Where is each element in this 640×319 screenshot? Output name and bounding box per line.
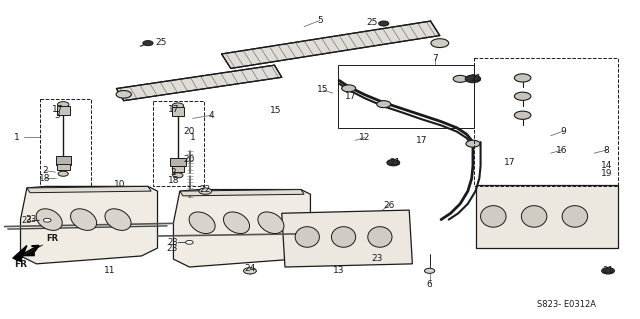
- Text: 2: 2: [171, 168, 176, 177]
- Text: 23—: 23—: [167, 238, 186, 247]
- Text: FR: FR: [14, 260, 27, 269]
- Circle shape: [186, 241, 193, 244]
- Circle shape: [116, 91, 131, 98]
- Text: 20: 20: [184, 155, 195, 164]
- Text: 20: 20: [184, 127, 195, 136]
- Text: 15: 15: [269, 106, 281, 115]
- Text: 25: 25: [367, 19, 378, 27]
- Polygon shape: [221, 21, 440, 69]
- Ellipse shape: [295, 227, 319, 247]
- Bar: [56, 156, 71, 165]
- Circle shape: [342, 85, 356, 92]
- Circle shape: [465, 75, 481, 83]
- Text: 5: 5: [317, 16, 323, 25]
- Text: 3: 3: [54, 111, 60, 120]
- Text: 8: 8: [604, 145, 610, 154]
- Circle shape: [431, 39, 449, 48]
- Text: 14: 14: [601, 161, 612, 170]
- Text: 21: 21: [602, 266, 614, 275]
- Ellipse shape: [522, 206, 547, 227]
- Text: S823- E0312A: S823- E0312A: [537, 300, 596, 309]
- Text: 18: 18: [168, 175, 179, 185]
- Ellipse shape: [36, 209, 62, 230]
- Polygon shape: [282, 210, 412, 267]
- Text: 7: 7: [432, 54, 438, 63]
- Ellipse shape: [105, 209, 131, 230]
- Text: 17: 17: [52, 105, 63, 114]
- Text: 1: 1: [189, 133, 195, 142]
- Circle shape: [515, 111, 531, 119]
- Circle shape: [602, 268, 614, 274]
- Text: 15: 15: [317, 85, 329, 94]
- Text: 19: 19: [601, 169, 612, 178]
- Text: 10: 10: [113, 180, 125, 189]
- Text: 17: 17: [168, 105, 179, 114]
- Ellipse shape: [332, 227, 356, 247]
- Text: 23: 23: [25, 215, 36, 224]
- Circle shape: [172, 103, 184, 108]
- Polygon shape: [17, 245, 43, 259]
- Circle shape: [377, 101, 391, 108]
- Text: 23: 23: [372, 254, 383, 263]
- Circle shape: [515, 74, 531, 82]
- Text: 1: 1: [15, 133, 20, 142]
- Bar: [172, 107, 184, 116]
- Text: 2: 2: [42, 166, 47, 175]
- Text: 13: 13: [333, 266, 345, 275]
- Bar: [57, 106, 70, 115]
- Polygon shape: [20, 186, 157, 264]
- Text: 11: 11: [104, 266, 115, 275]
- Circle shape: [44, 218, 51, 222]
- Text: 21: 21: [470, 74, 482, 83]
- Polygon shape: [13, 246, 27, 261]
- Text: 23: 23: [166, 244, 178, 253]
- Text: 12: 12: [359, 133, 371, 142]
- Bar: [57, 164, 70, 170]
- Text: 25: 25: [155, 38, 166, 47]
- Polygon shape: [476, 185, 618, 248]
- Text: 6: 6: [427, 280, 433, 289]
- Circle shape: [58, 171, 68, 176]
- Text: 16: 16: [556, 145, 568, 154]
- Ellipse shape: [189, 212, 215, 234]
- Ellipse shape: [223, 212, 250, 234]
- Text: 18: 18: [39, 174, 51, 183]
- Circle shape: [58, 102, 69, 107]
- Bar: [170, 158, 186, 167]
- Circle shape: [199, 188, 212, 194]
- Circle shape: [379, 21, 389, 26]
- Text: 26: 26: [383, 201, 394, 210]
- Bar: [172, 166, 184, 172]
- Ellipse shape: [70, 209, 97, 230]
- Text: FR: FR: [46, 234, 58, 243]
- Ellipse shape: [258, 212, 284, 234]
- Circle shape: [515, 92, 531, 100]
- Text: 21: 21: [390, 158, 401, 167]
- Text: 22: 22: [200, 185, 211, 194]
- Text: 17: 17: [504, 158, 516, 167]
- Polygon shape: [173, 189, 310, 267]
- Ellipse shape: [562, 206, 588, 227]
- Circle shape: [466, 140, 480, 147]
- Circle shape: [453, 75, 467, 82]
- Text: 9: 9: [561, 127, 566, 136]
- Ellipse shape: [368, 227, 392, 247]
- Polygon shape: [180, 189, 304, 196]
- Circle shape: [173, 173, 183, 178]
- Text: 17: 17: [345, 92, 356, 101]
- Ellipse shape: [481, 206, 506, 227]
- Text: 23—: 23—: [22, 216, 41, 225]
- Polygon shape: [27, 186, 151, 193]
- Polygon shape: [116, 65, 282, 101]
- Circle shape: [387, 160, 399, 166]
- Text: 4: 4: [209, 111, 214, 120]
- Circle shape: [244, 268, 256, 274]
- Text: 24: 24: [244, 264, 255, 273]
- Circle shape: [143, 41, 153, 46]
- Circle shape: [424, 268, 435, 273]
- Text: 17: 17: [416, 136, 428, 145]
